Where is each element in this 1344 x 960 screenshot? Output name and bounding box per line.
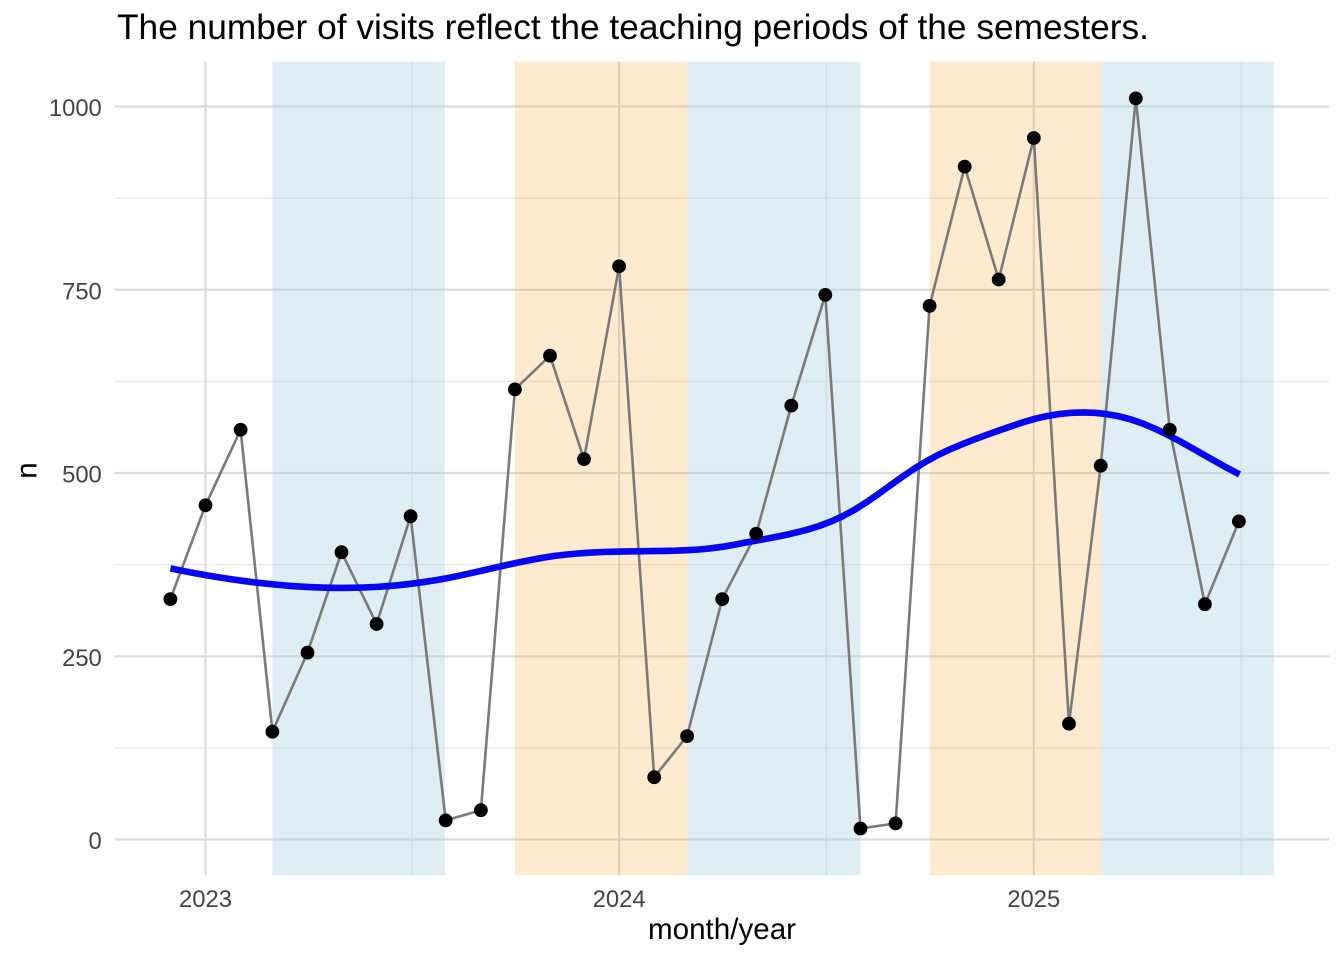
svg-text:1000: 1000 — [49, 95, 102, 122]
svg-text:500: 500 — [62, 462, 102, 489]
svg-text:0: 0 — [89, 828, 102, 855]
svg-text:The number of visits reflect t: The number of visits reflect the teachin… — [117, 8, 1149, 47]
svg-text:2025: 2025 — [1007, 886, 1060, 913]
svg-text:250: 250 — [62, 645, 102, 672]
svg-text:2023: 2023 — [179, 886, 232, 913]
svg-text:750: 750 — [62, 279, 102, 306]
svg-text:n: n — [10, 462, 43, 478]
svg-text:2024: 2024 — [593, 886, 646, 913]
svg-text:month/year: month/year — [648, 913, 796, 946]
